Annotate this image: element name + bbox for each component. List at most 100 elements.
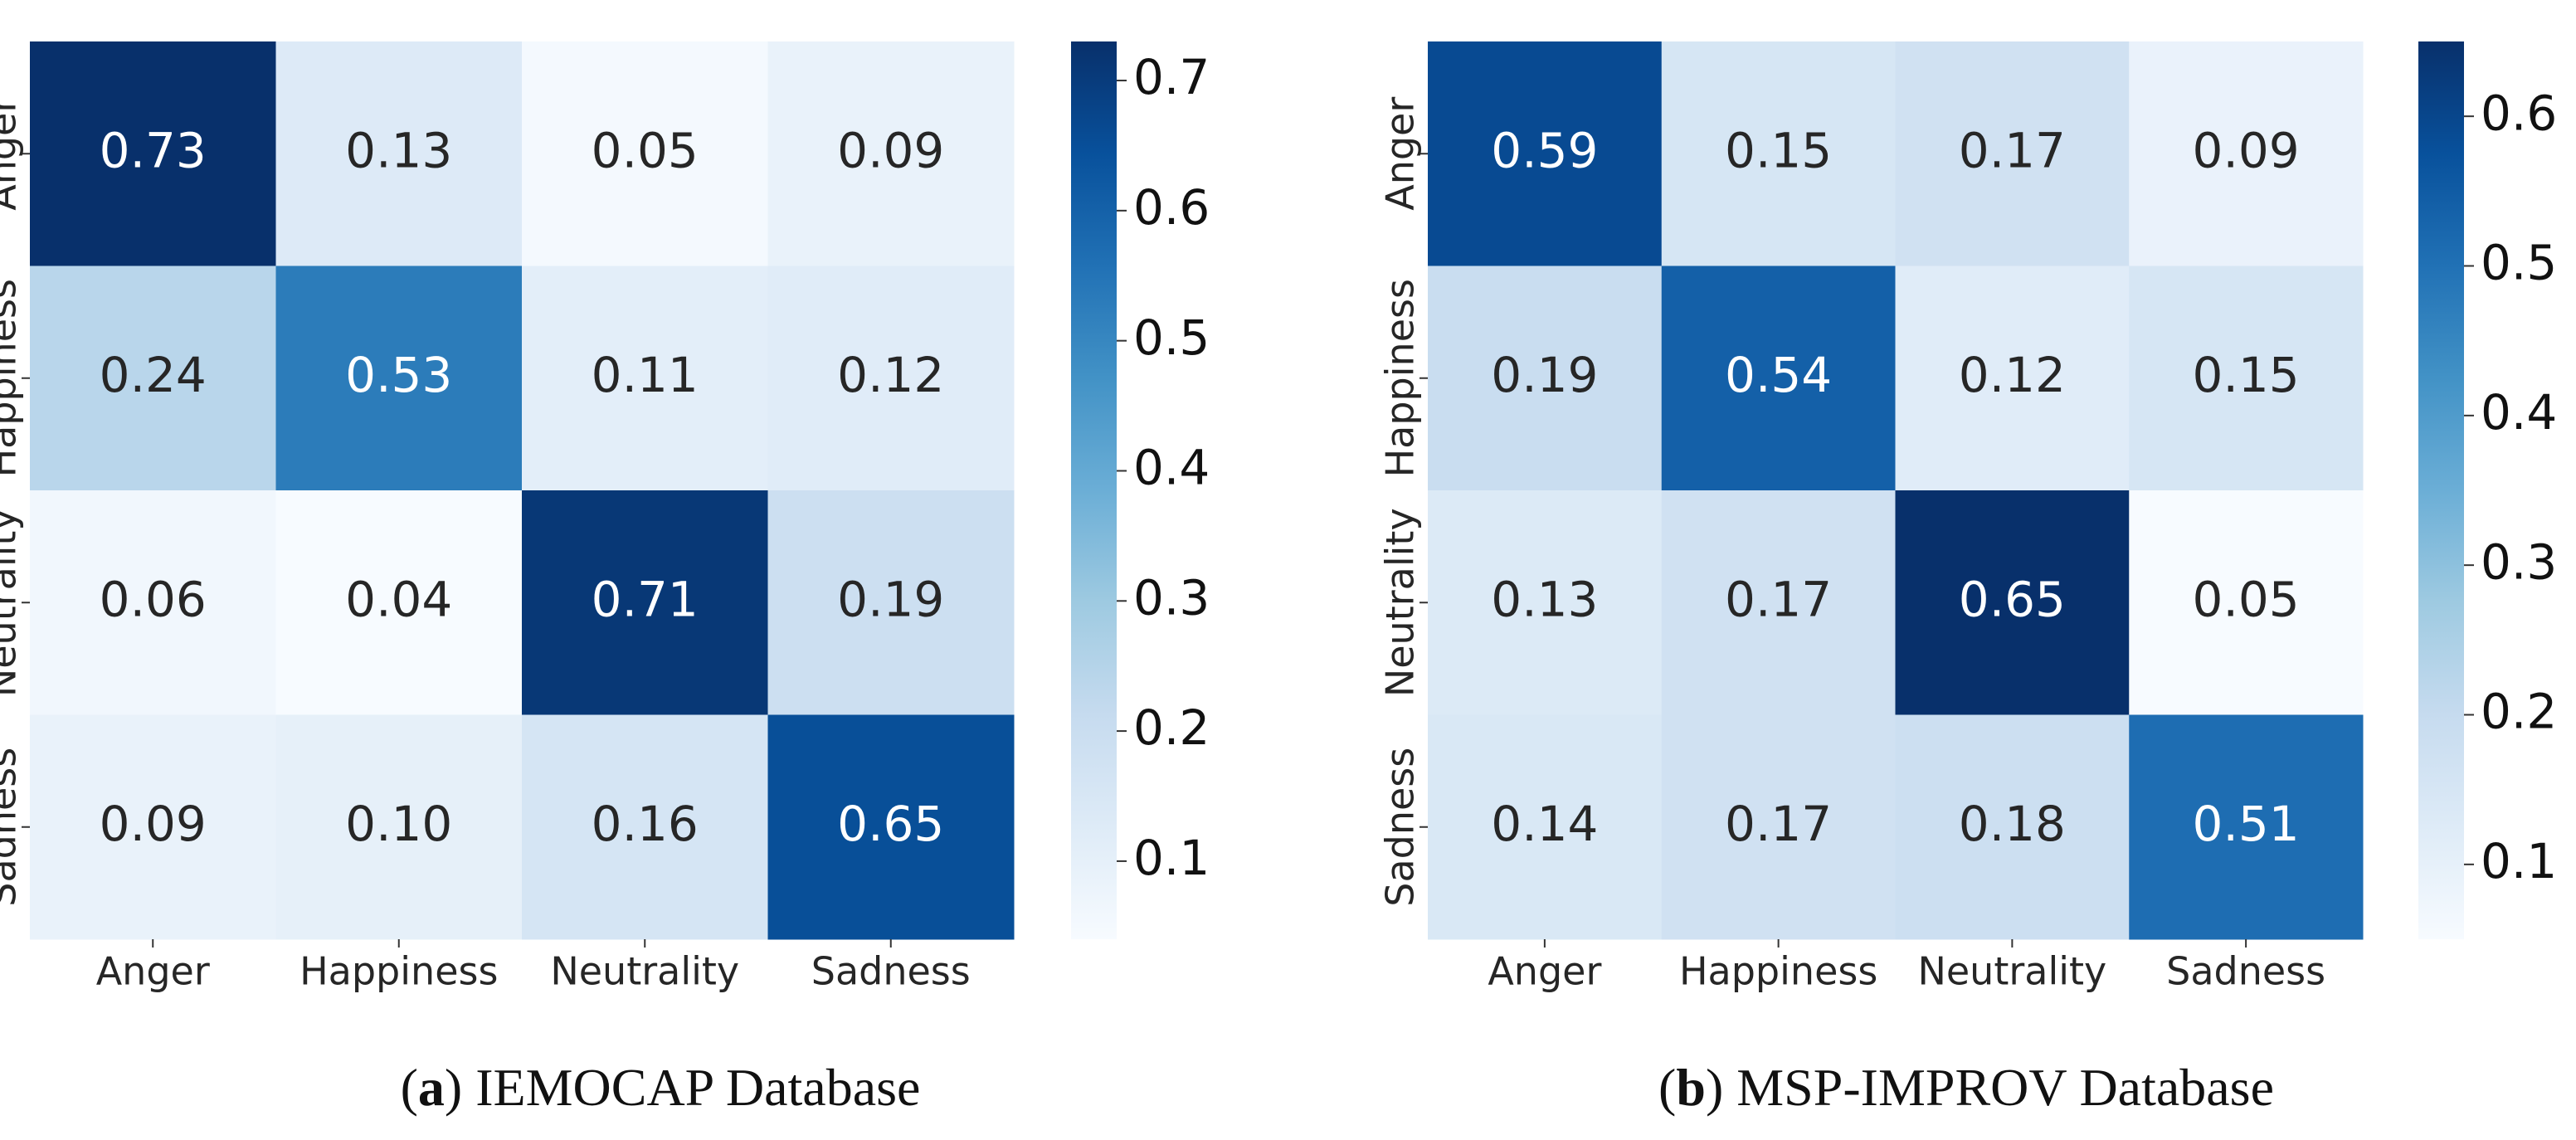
cell-label: 0.65	[1959, 571, 2066, 627]
x-tick-label: Happiness	[1679, 949, 1877, 994]
heatmap-cell	[522, 490, 768, 715]
heatmap-cell	[1661, 41, 1896, 266]
cell-label: 0.51	[2193, 796, 2300, 852]
caption-part: (	[401, 1058, 418, 1117]
x-tick-label: Neutrality	[1917, 949, 2106, 994]
cell-label: 0.14	[1491, 796, 1598, 852]
cell-label: 0.59	[1491, 122, 1598, 178]
x-tick-label: Neutrality	[550, 949, 739, 994]
colorbar-tick-label: 0.2	[2481, 684, 2557, 740]
caption: (b) MSP-IMPROV Database	[1658, 1058, 2274, 1117]
y-tick-label: Anger	[1378, 97, 1423, 211]
cell-label: 0.05	[592, 122, 699, 178]
colorbar	[1071, 41, 1117, 939]
y-tick-label: Happiness	[1378, 279, 1423, 477]
heatmap-cell	[30, 490, 276, 715]
cell-label: 0.06	[100, 571, 207, 627]
cell-label: 0.19	[1491, 347, 1598, 403]
x-tick-label: Anger	[1488, 949, 1601, 994]
heatmap-cell	[767, 490, 1015, 715]
y-tick-label: Sadness	[1378, 748, 1423, 907]
cell-label: 0.13	[1491, 571, 1598, 627]
heatmap-cell	[2129, 266, 2364, 491]
heatmap-cell	[2129, 714, 2364, 940]
cell-label: 0.65	[837, 796, 944, 852]
colorbar	[2418, 41, 2464, 939]
caption-part: (	[1658, 1058, 1676, 1117]
cell-label: 0.13	[345, 122, 452, 178]
cell-label: 0.12	[1959, 347, 2066, 403]
cell-label: 0.24	[100, 347, 207, 403]
heatmap-cell	[2129, 41, 2364, 266]
heatmap-cell	[30, 41, 276, 266]
heatmap-cell	[1428, 714, 1663, 940]
heatmap-cell	[1428, 41, 1663, 266]
y-tick-label: Sadness	[0, 748, 25, 907]
heatmap-cell	[30, 714, 276, 940]
y-tick-label: Anger	[0, 97, 25, 211]
x-tick-label: Sadness	[811, 949, 971, 994]
x-tick-label: Sadness	[2166, 949, 2325, 994]
colorbar-tick-label: 0.7	[1133, 49, 1210, 105]
cell-label: 0.71	[592, 571, 699, 627]
cell-label: 0.04	[345, 571, 452, 627]
cell-label: 0.15	[1725, 122, 1832, 178]
heatmap-cell	[1661, 266, 1896, 491]
cell-label: 0.09	[837, 122, 944, 178]
heatmap-cell	[522, 266, 768, 491]
heatmap-cell	[2129, 490, 2364, 715]
heatmap-cell	[30, 266, 276, 491]
cell-label: 0.11	[592, 347, 699, 403]
cell-label: 0.16	[592, 796, 699, 852]
cell-label: 0.09	[2193, 122, 2300, 178]
y-tick-label: Neutrality	[1378, 508, 1423, 697]
cell-label: 0.73	[100, 122, 207, 178]
cell-label: 0.54	[1725, 347, 1832, 403]
colorbar-tick-label: 0.1	[1133, 830, 1210, 886]
heatmap-cell	[767, 714, 1015, 940]
heatmap-cell	[1661, 490, 1896, 715]
heatmap-cell	[1428, 490, 1663, 715]
heatmap-cell	[275, 266, 523, 491]
cell-label: 0.05	[2193, 571, 2300, 627]
heatmap-cell	[1661, 714, 1896, 940]
colorbar-tick-label: 0.6	[1133, 179, 1210, 236]
colorbar-tick-label: 0.4	[1133, 440, 1210, 496]
cell-label: 0.09	[100, 796, 207, 852]
caption: (a) IEMOCAP Database	[401, 1058, 921, 1117]
colorbar-tick-label: 0.4	[2481, 384, 2557, 441]
cell-label: 0.17	[1725, 796, 1832, 852]
cell-label: 0.19	[837, 571, 944, 627]
colorbar-tick-label: 0.1	[2481, 833, 2557, 889]
x-tick-label: Anger	[96, 949, 210, 994]
colorbar-tick-label: 0.3	[2481, 533, 2557, 590]
heatmap-cell	[275, 714, 523, 940]
colorbar-tick-label: 0.5	[2481, 235, 2557, 291]
heatmap-cell	[1895, 266, 2130, 491]
cell-label: 0.17	[1959, 122, 2066, 178]
cell-label: 0.12	[837, 347, 944, 403]
colorbar-tick-label: 0.2	[1133, 699, 1210, 756]
cell-label: 0.53	[345, 347, 452, 403]
colorbar-tick-label: 0.3	[1133, 569, 1210, 626]
heatmap-cell	[522, 41, 768, 266]
colorbar-tick-label: 0.6	[2481, 85, 2557, 141]
caption-part: a	[418, 1058, 445, 1117]
heatmap-cell	[275, 490, 523, 715]
cell-label: 0.15	[2193, 347, 2300, 403]
cell-label: 0.10	[345, 796, 452, 852]
caption-part: b	[1676, 1058, 1706, 1117]
heatmap-cell	[767, 41, 1015, 266]
heatmap-cell	[1895, 490, 2130, 715]
heatmap-cell	[1895, 714, 2130, 940]
heatmap-cell	[1428, 266, 1663, 491]
cell-label: 0.18	[1959, 796, 2066, 852]
colorbar-tick-label: 0.5	[1133, 309, 1210, 366]
y-tick-label: Neutrality	[0, 508, 25, 697]
cell-label: 0.17	[1725, 571, 1832, 627]
y-tick-label: Happiness	[0, 279, 25, 477]
heatmap-cell	[522, 714, 768, 940]
caption-part: ) IEMOCAP Database	[445, 1058, 921, 1117]
